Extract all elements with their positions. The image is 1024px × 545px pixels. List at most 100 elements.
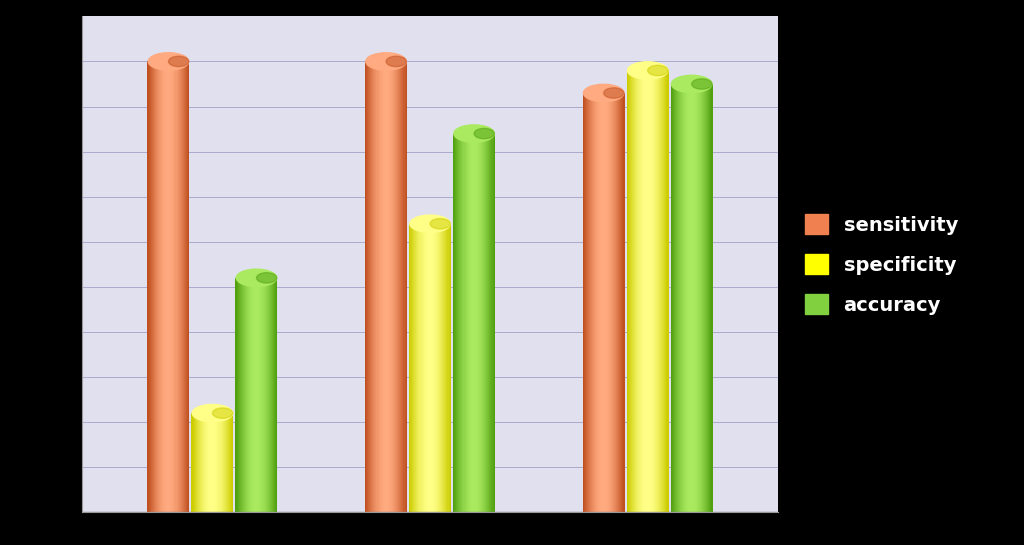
Bar <box>268 278 270 512</box>
Bar <box>191 413 193 512</box>
Bar <box>257 278 259 512</box>
Bar <box>476 134 477 512</box>
Bar <box>622 93 623 512</box>
Bar <box>206 413 208 512</box>
Bar <box>664 70 666 512</box>
Bar <box>443 224 444 512</box>
Bar <box>258 278 260 512</box>
Bar <box>596 93 598 512</box>
Bar <box>202 413 204 512</box>
Bar <box>635 70 637 512</box>
Bar <box>688 84 690 512</box>
Bar <box>488 134 489 512</box>
Bar <box>464 134 465 512</box>
Bar <box>373 62 374 512</box>
Bar <box>220 413 222 512</box>
Bar <box>201 413 203 512</box>
Bar <box>696 84 698 512</box>
Bar <box>185 62 186 512</box>
Bar <box>685 84 687 512</box>
Bar <box>471 134 472 512</box>
Bar <box>430 224 431 512</box>
Bar <box>642 70 644 512</box>
Bar <box>194 413 195 512</box>
Ellipse shape <box>648 65 668 76</box>
Bar <box>447 224 449 512</box>
Bar <box>174 62 176 512</box>
Bar <box>221 413 223 512</box>
Bar <box>212 413 214 512</box>
Bar <box>474 134 475 512</box>
Bar <box>237 278 238 512</box>
Bar <box>391 62 392 512</box>
Bar <box>156 62 158 512</box>
Bar <box>259 278 261 512</box>
Bar <box>404 62 407 512</box>
Bar <box>166 62 168 512</box>
Bar <box>702 84 705 512</box>
Bar <box>222 413 224 512</box>
Bar <box>428 224 429 512</box>
Bar <box>426 224 427 512</box>
Bar <box>378 62 379 512</box>
Bar <box>241 278 243 512</box>
Bar <box>600 93 602 512</box>
Bar <box>223 413 225 512</box>
Bar <box>423 224 424 512</box>
Bar <box>586 93 588 512</box>
Bar <box>231 413 232 512</box>
Bar <box>411 224 412 512</box>
Bar <box>644 70 646 512</box>
Bar <box>163 62 165 512</box>
Bar <box>660 70 663 512</box>
Bar <box>186 62 187 512</box>
Bar <box>462 134 463 512</box>
Bar <box>148 62 151 512</box>
Bar <box>151 62 153 512</box>
Bar <box>179 62 181 512</box>
Bar <box>435 224 436 512</box>
Bar <box>432 224 433 512</box>
Bar <box>169 62 171 512</box>
Bar <box>694 84 696 512</box>
Bar <box>487 134 488 512</box>
Bar <box>658 70 660 512</box>
Bar <box>368 62 369 512</box>
Bar <box>167 62 169 512</box>
Bar <box>394 62 395 512</box>
Bar <box>213 413 215 512</box>
Bar <box>690 84 692 512</box>
Bar <box>276 278 278 512</box>
Bar <box>418 224 419 512</box>
Bar <box>395 62 396 512</box>
Bar <box>417 224 418 512</box>
Bar <box>598 93 600 512</box>
Bar <box>196 413 198 512</box>
Bar <box>187 62 188 512</box>
Bar <box>710 84 712 512</box>
Bar <box>382 62 383 512</box>
Bar <box>655 70 657 512</box>
Bar <box>610 93 612 512</box>
Bar <box>605 93 607 512</box>
Bar <box>177 62 179 512</box>
Bar <box>227 413 229 512</box>
Bar <box>640 70 642 512</box>
Bar <box>419 224 420 512</box>
Bar <box>472 134 473 512</box>
Bar <box>168 62 170 512</box>
Bar <box>374 62 375 512</box>
Bar <box>390 62 391 512</box>
Bar <box>646 70 648 512</box>
Bar <box>654 70 656 512</box>
Bar <box>693 84 695 512</box>
Bar <box>372 62 373 512</box>
Bar <box>236 278 237 512</box>
Bar <box>392 62 393 512</box>
Bar <box>485 134 486 512</box>
Bar <box>224 413 226 512</box>
Bar <box>211 413 213 512</box>
Bar <box>397 62 398 512</box>
Bar <box>158 62 160 512</box>
Bar <box>181 62 183 512</box>
